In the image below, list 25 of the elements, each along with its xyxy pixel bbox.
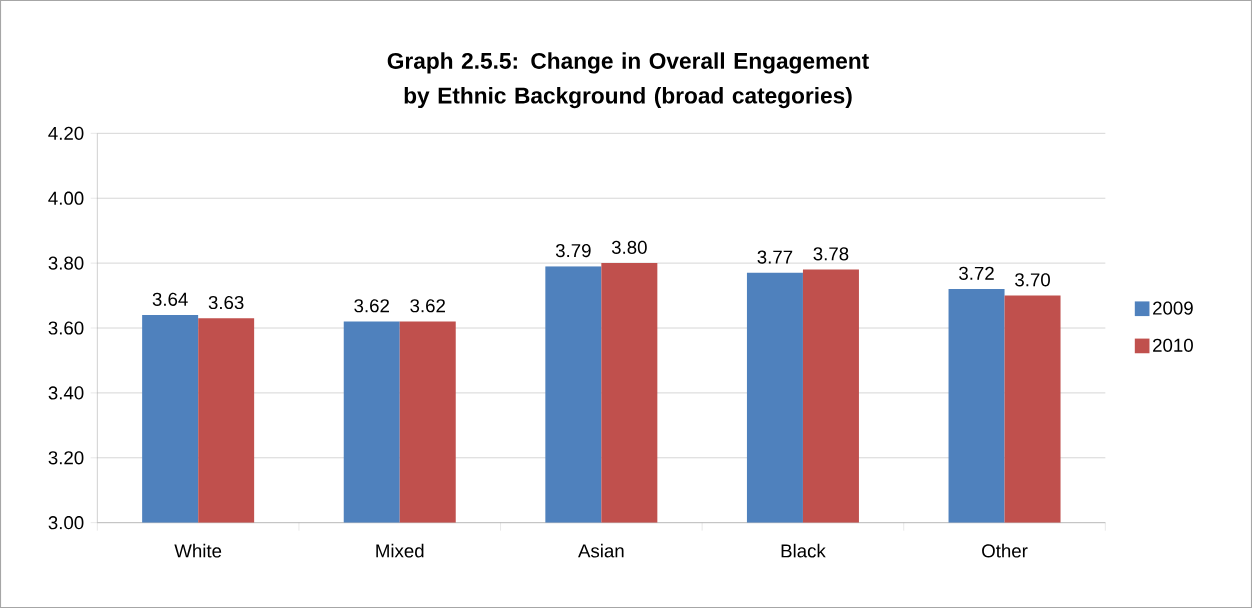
data-label: 3.72 <box>959 266 994 280</box>
x-tick-label: Mixed <box>376 543 424 558</box>
chart-title: Graph 2.5.5: Change in Overall Engagement by Ethnic Background (broad categories) <box>387 52 869 109</box>
data-label: 3.70 <box>1015 273 1050 287</box>
y-tick-label: 3.20 <box>48 451 84 465</box>
x-tick-label: White <box>174 543 222 558</box>
y-tick-label: 4.00 <box>48 191 84 205</box>
data-label: 3.63 <box>208 295 244 310</box>
x-tick-label: Asian <box>578 543 624 558</box>
data-label: 3.62 <box>354 299 389 313</box>
data-label: 3.78 <box>813 247 849 261</box>
legend-label: 2009 <box>1153 301 1193 315</box>
y-tick-label: 4.20 <box>48 126 84 140</box>
data-label: 3.77 <box>757 250 793 264</box>
legend-label: 2010 <box>1153 338 1193 352</box>
y-tick-label: 3.00 <box>48 516 84 530</box>
data-label: 3.80 <box>611 240 647 254</box>
y-tick-label: 3.40 <box>48 386 84 400</box>
data-label: 3.62 <box>410 299 445 313</box>
x-tick-label: Black <box>781 543 826 558</box>
data-label: 3.64 <box>152 292 188 306</box>
y-tick-label: 3.60 <box>48 321 84 335</box>
y-tick-label: 3.80 <box>48 256 84 270</box>
x-tick-label: Other <box>982 543 1028 558</box>
data-label: 3.79 <box>555 243 591 258</box>
